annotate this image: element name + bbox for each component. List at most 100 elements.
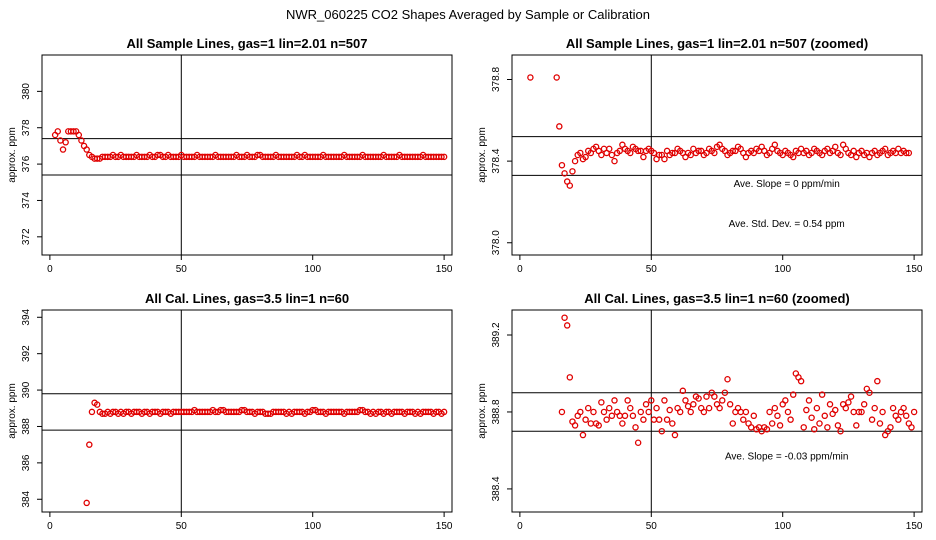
data-point (648, 397, 655, 404)
data-point (695, 147, 702, 155)
figure-title: NWR_060225 CO2 Shapes Averaged by Sample… (286, 7, 650, 22)
data-point (558, 408, 566, 416)
data-point (747, 424, 755, 431)
data-point (776, 422, 784, 429)
data-point (868, 416, 876, 423)
data-point (855, 408, 863, 416)
data-point (569, 168, 576, 175)
y-tick-label: 378.4 (491, 148, 502, 173)
data-point (642, 401, 650, 408)
panels-container: All Sample Lines, gas=1 lin=2.01 n=507 0 5… (7, 36, 923, 532)
data-point (826, 401, 834, 408)
data-point (671, 431, 679, 439)
data-point (93, 401, 101, 408)
data-point (598, 399, 605, 406)
annotation-text: Ave. Slope = -0.03 ppm/min (725, 451, 849, 462)
data-point (740, 416, 747, 423)
chart-panel-4: All Cal. Lines, gas=3.5 lin=1 n=60 (zoom… (477, 291, 923, 532)
data-point (797, 377, 805, 385)
data-points (51, 128, 448, 162)
data-point (808, 414, 815, 421)
y-tick-label: 386 (21, 454, 32, 471)
data-point (440, 408, 448, 416)
x-tick-label: 0 (517, 264, 523, 275)
data-point (666, 406, 673, 414)
data-point (782, 397, 789, 404)
x-tick-label: 50 (646, 521, 658, 532)
x-tick-label: 100 (774, 264, 791, 275)
data-point (86, 441, 93, 448)
plot-frame (511, 309, 923, 513)
data-point (653, 404, 660, 412)
y-tick-label: 376 (21, 155, 32, 172)
data-point (440, 153, 448, 161)
data-point (889, 404, 897, 412)
data-point (700, 408, 708, 416)
data-point (850, 408, 857, 416)
data-point (737, 408, 744, 416)
y-tick-label: 380 (21, 83, 32, 100)
data-point (650, 416, 658, 423)
x-tick-label: 150 (906, 264, 923, 275)
x-tick-label: 100 (304, 521, 321, 532)
x-tick-label: 50 (176, 264, 188, 275)
data-point (553, 74, 560, 81)
x-tick-label: 50 (176, 521, 188, 532)
data-point (619, 420, 626, 427)
data-point (669, 149, 676, 157)
data-point (605, 145, 613, 153)
data-point (821, 412, 829, 420)
data-point (687, 151, 694, 159)
data-point (711, 393, 718, 400)
data-point (558, 161, 566, 169)
data-point (582, 416, 589, 423)
data-point (789, 153, 797, 161)
y-axis-label: approx. ppm (7, 383, 18, 439)
data-point (595, 422, 602, 429)
data-point (687, 408, 694, 416)
data-point (850, 147, 857, 155)
data-point (561, 170, 568, 177)
data-point (650, 149, 658, 157)
data-point (624, 397, 631, 404)
data-point (813, 404, 821, 412)
plot-frame (511, 54, 923, 256)
x-tick-label: 150 (906, 521, 923, 532)
data-point (876, 420, 884, 427)
data-point (587, 420, 595, 427)
data-point (83, 499, 90, 507)
data-point (88, 408, 96, 416)
data-point (658, 427, 666, 435)
y-tick-label: 388 (21, 418, 32, 435)
data-point (902, 149, 910, 157)
data-point (83, 146, 90, 153)
data-point (579, 431, 587, 439)
data-point (637, 408, 645, 416)
data-point (611, 157, 618, 165)
data-point (866, 389, 873, 396)
data-points (527, 74, 913, 189)
chart-panel-1: All Sample Lines, gas=1 lin=2.01 n=507 0 5… (7, 36, 453, 275)
y-axis-label: approx. ppm (477, 127, 488, 183)
data-point (611, 397, 618, 404)
data-point (902, 412, 910, 420)
annotation-text: Ave. Slope = 0 ppm/min (734, 179, 840, 190)
data-point (661, 397, 668, 404)
data-point (616, 412, 624, 420)
data-point (627, 149, 634, 157)
y-tick-label: 394 (21, 308, 32, 325)
data-point (771, 404, 779, 412)
y-tick-label: 372 (21, 228, 32, 245)
data-point (571, 157, 579, 165)
data-point (853, 422, 860, 429)
data-point (905, 149, 913, 157)
x-tick-label: 0 (47, 521, 53, 532)
data-point (771, 141, 779, 149)
data-point (661, 155, 668, 163)
data-point (763, 426, 771, 433)
data-point (54, 128, 62, 135)
data-point (726, 401, 734, 408)
x-tick-label: 150 (436, 264, 453, 275)
data-point (563, 322, 571, 329)
